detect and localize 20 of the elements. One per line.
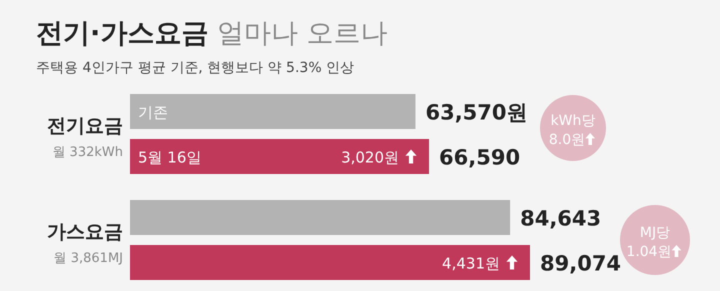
bar	[130, 245, 530, 280]
data-label: 66,590	[439, 146, 520, 170]
text: MJ당 1.04원	[626, 225, 672, 260]
text: kWh당 8.0원	[548, 113, 596, 148]
text: 월 3,861MJ	[54, 251, 123, 266]
annotation: 4,431원	[442, 254, 500, 272]
data-label: 63,570원	[425, 100, 528, 124]
annotation: 3,020원	[341, 148, 400, 166]
y-tick-label: 전기요금	[47, 115, 123, 137]
data-label: 84,643	[520, 206, 602, 230]
series-label: 기존	[138, 104, 168, 122]
chart-subtitle: 주택용 4인가구 평균 기준, 현행보다 약 5.3% 인상	[36, 60, 354, 76]
bar	[130, 139, 430, 174]
text: 월 332kWh	[52, 145, 123, 160]
chart-title: 전기·가스요금 얼마나 오르나	[36, 18, 388, 49]
y-tick-label: 가스요금	[47, 221, 123, 243]
series-label: 5월 16일	[138, 148, 202, 166]
bar	[130, 200, 510, 235]
bar	[130, 94, 416, 129]
data-label: 89,074	[540, 252, 622, 276]
